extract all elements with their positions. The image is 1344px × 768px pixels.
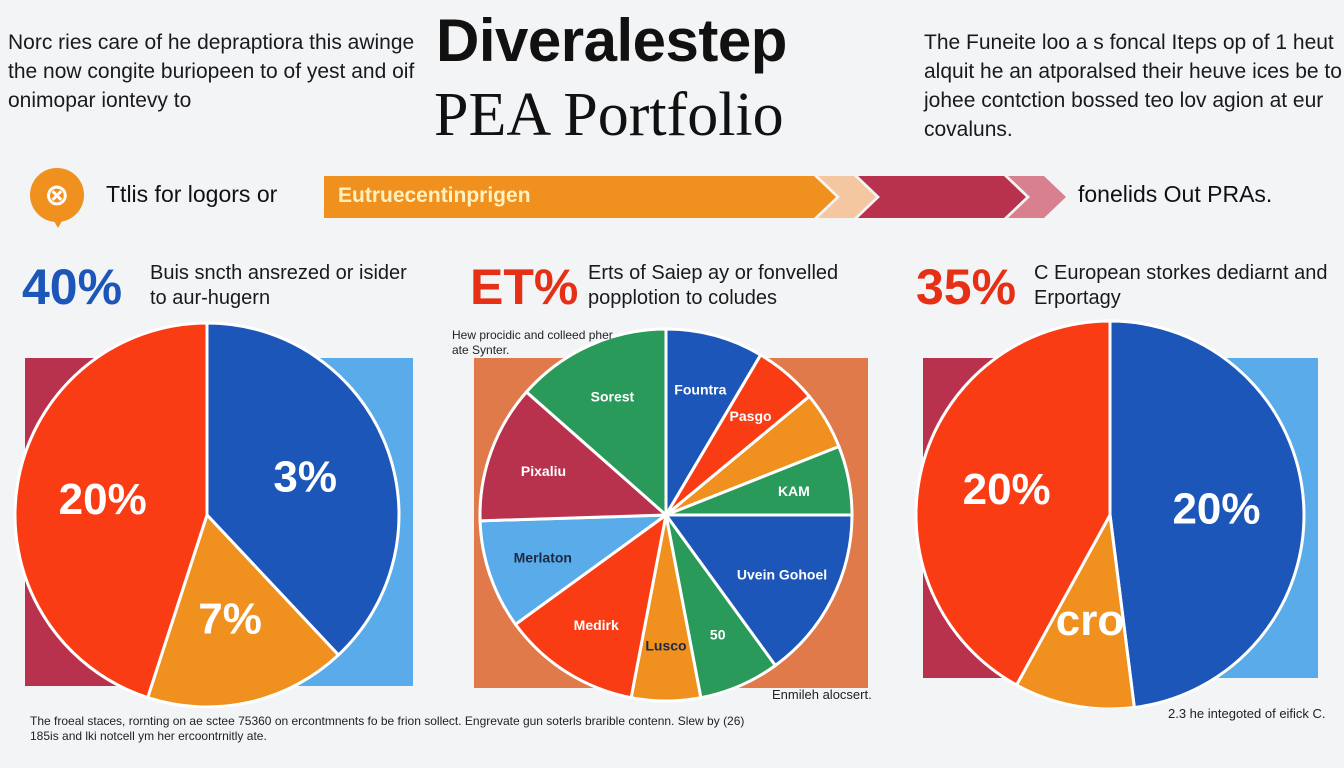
no-sign-icon: ⊗: [30, 168, 84, 228]
slice-label: Pixaliu: [521, 463, 566, 479]
process-arrow-banner: [324, 176, 1066, 218]
banner-arrow-text: Eutruecentinprigen: [338, 184, 531, 207]
slice-label: 20%: [1172, 485, 1260, 534]
slice-label: 20%: [59, 475, 147, 524]
pie-slice: [664, 327, 763, 521]
pie-slice: [478, 389, 670, 523]
slice-label: 20%: [963, 465, 1051, 514]
arrow-segment-4: [1008, 176, 1066, 218]
arrow-segment-3: [858, 176, 1026, 218]
chart-caption: Enmileh alocsert.: [772, 687, 872, 702]
chart-note: Hew procidic and colleed pher ate Synter…: [452, 328, 613, 357]
pie-slice: [145, 512, 341, 708]
stat-description-2: Erts of Saiep ay or fonvelled popplotion…: [588, 262, 839, 309]
pie-slice: [1108, 319, 1306, 708]
slice-label: Merlaton: [514, 549, 572, 565]
pie-slice: [524, 327, 668, 519]
pie-slice: [513, 511, 669, 700]
footnote-right: 2.3 he integoted of eifick C.: [1168, 706, 1326, 721]
slice-label: cro: [1056, 596, 1124, 645]
slice-label: Sorest: [591, 389, 635, 405]
stat-description-1: Buis sncth ansrezed or isider to aur-hug…: [150, 262, 407, 309]
slice-label: Pasgo: [730, 408, 772, 424]
pie-slice: [1014, 510, 1136, 708]
pie-chart-left: 3% 7% 20%: [13, 321, 413, 708]
arrow-segment-2: [818, 176, 876, 218]
stat-description-3: C European storkes dediarnt and Erportag…: [1034, 262, 1328, 309]
arrow-segment-1: [324, 176, 836, 218]
pie-slice: [13, 321, 209, 700]
pie-slice: [205, 321, 401, 658]
slice-label: 3%: [273, 453, 337, 502]
slice-label: Lusco: [645, 637, 686, 653]
stat-number-2: ET%: [470, 259, 579, 315]
stat-number-1: 40%: [22, 259, 123, 315]
banner-tail-text: fonelids Out PRAs.: [1078, 181, 1273, 207]
intro-paragraph-left: Norc ries care of he depraptiora this aw…: [8, 31, 415, 112]
stat-number-3: 35%: [916, 259, 1017, 315]
pie-chart-right: 20% cro 20%: [914, 319, 1318, 708]
page-subtitle: PEA Portfolio: [434, 81, 784, 149]
slice-label: KAM: [778, 483, 810, 499]
pie-slice: [914, 319, 1112, 688]
pie-slice: [478, 513, 671, 627]
slice-label: 7%: [198, 594, 262, 643]
pie-slice: [663, 513, 854, 668]
slice-label: 50: [710, 627, 726, 643]
banner-lead-text: Ttlis for logors or: [106, 181, 278, 207]
slice-label: Fountra: [674, 382, 726, 398]
page-title: Diveralestep: [436, 7, 787, 74]
footnote: The froeal staces, rornting on ae sctee …: [30, 714, 745, 743]
slice-label: Medirk: [574, 617, 619, 633]
slice-label: Uvein Gohoel: [737, 566, 827, 582]
intro-paragraph-right: The Funeite loo a s foncal Iteps op of 1…: [924, 31, 1342, 141]
